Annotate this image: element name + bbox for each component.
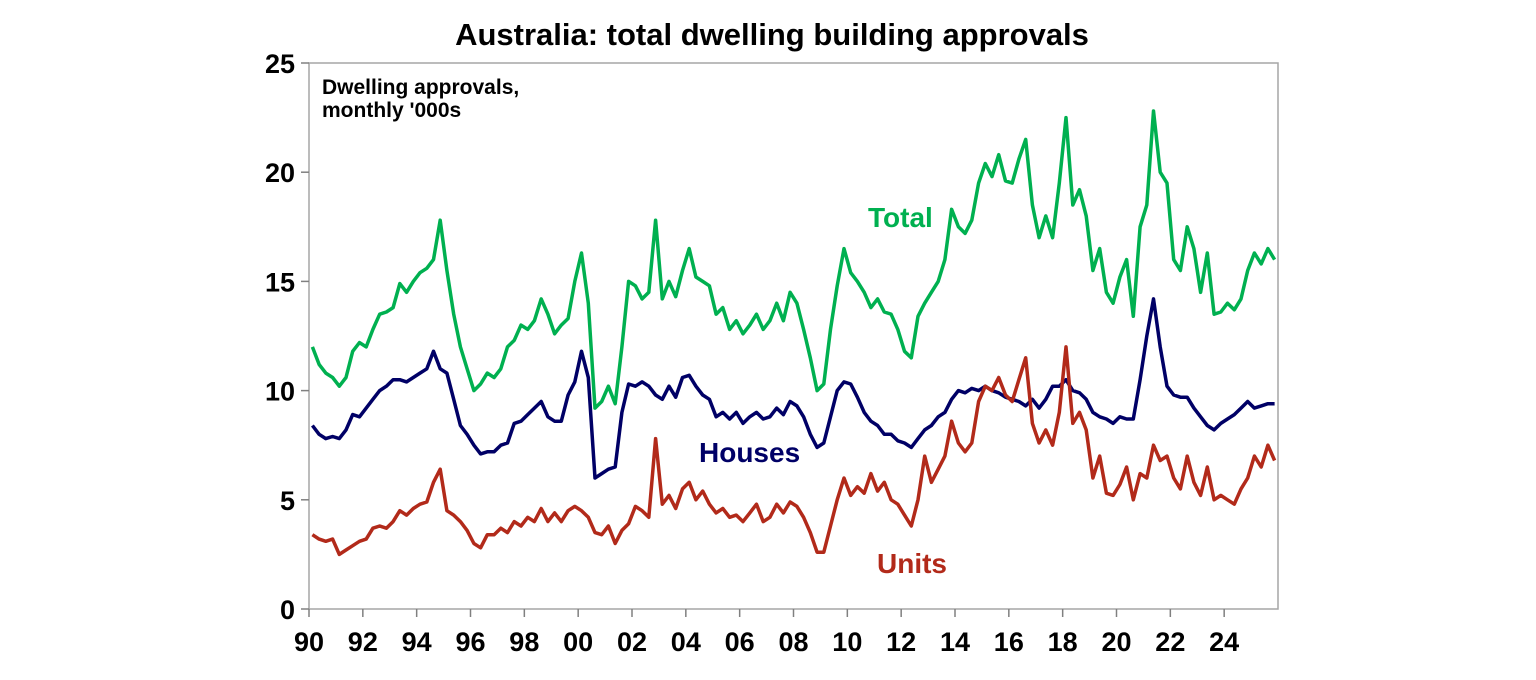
x-tick-label: 24 bbox=[1209, 627, 1239, 657]
y-tick-label: 15 bbox=[265, 267, 295, 297]
x-tick-label: 20 bbox=[1101, 627, 1131, 657]
x-tick-label: 16 bbox=[994, 627, 1024, 657]
y-tick-label: 0 bbox=[280, 595, 295, 625]
x-tick-label: 02 bbox=[617, 627, 647, 657]
annotation-line-2: monthly '000s bbox=[322, 99, 461, 122]
annotation-line-1: Dwelling approvals, bbox=[322, 76, 519, 99]
series-label-units: Units bbox=[877, 548, 947, 579]
x-tick-label: 98 bbox=[509, 627, 539, 657]
chart-title: Australia: total dwelling building appro… bbox=[455, 17, 1089, 52]
x-tick-label: 00 bbox=[563, 627, 593, 657]
x-tick-label: 92 bbox=[348, 627, 378, 657]
y-tick-label: 10 bbox=[265, 377, 295, 407]
x-tick-label: 18 bbox=[1048, 627, 1078, 657]
y-tick-label: 25 bbox=[265, 49, 295, 79]
x-tick-label: 08 bbox=[778, 627, 808, 657]
x-tick-label: 10 bbox=[832, 627, 862, 657]
series-line-units bbox=[311, 345, 1277, 557]
x-tick-label: 90 bbox=[294, 627, 324, 657]
x-tick-label: 96 bbox=[455, 627, 485, 657]
series-line-houses bbox=[311, 297, 1275, 480]
x-tick-label: 22 bbox=[1155, 627, 1185, 657]
y-tick-label: 5 bbox=[280, 486, 295, 516]
y-tick-label: 20 bbox=[265, 158, 295, 188]
series-label-houses: Houses bbox=[699, 437, 800, 468]
x-tick-label: 06 bbox=[725, 627, 755, 657]
x-tick-label: 04 bbox=[671, 627, 701, 657]
series-label-total: Total bbox=[868, 202, 933, 233]
x-tick-label: 94 bbox=[402, 627, 432, 657]
x-tick-label: 12 bbox=[886, 627, 916, 657]
series-line-total bbox=[310, 109, 1277, 410]
plot-area bbox=[308, 62, 1279, 610]
x-tick-label: 14 bbox=[940, 627, 970, 657]
